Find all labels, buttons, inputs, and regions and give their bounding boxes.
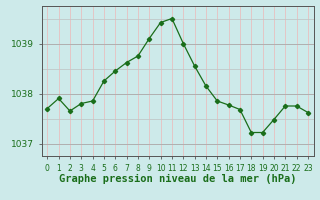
X-axis label: Graphe pression niveau de la mer (hPa): Graphe pression niveau de la mer (hPa)	[59, 174, 296, 184]
